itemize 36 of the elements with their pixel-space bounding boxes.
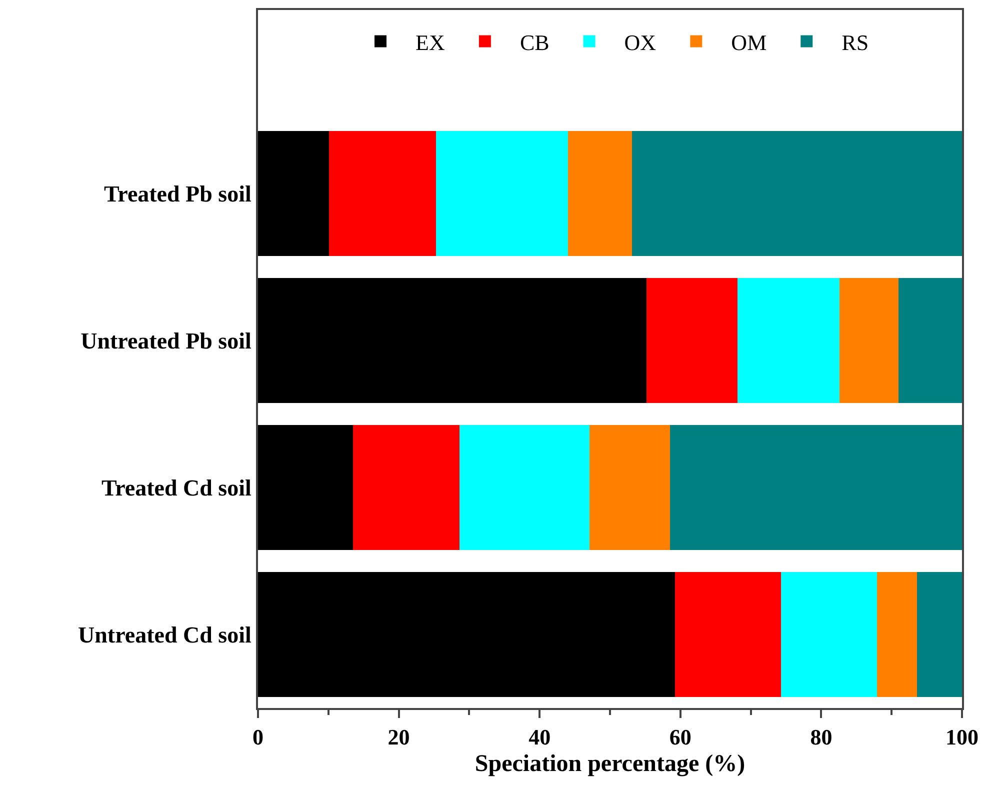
bar [781, 572, 877, 697]
legend-label: RS [842, 30, 869, 55]
x-tick-label: 80 [810, 724, 832, 750]
bar [632, 131, 962, 256]
bar [258, 278, 647, 404]
y-tick-label: Untreated Cd soil [78, 622, 252, 648]
bar [916, 572, 962, 697]
x-tick-label: 0 [252, 724, 264, 750]
bar [590, 425, 670, 550]
bar [436, 131, 568, 256]
x-tick-label: 40 [528, 724, 551, 750]
bar [568, 131, 632, 256]
y-tick-label: Untreated Pb soil [80, 328, 252, 354]
x-tick-label: 20 [388, 724, 410, 750]
bar [670, 425, 962, 550]
bar [646, 278, 738, 404]
bar [258, 425, 354, 550]
bar [459, 425, 590, 550]
bar [876, 572, 917, 697]
legend-label: OM [731, 30, 767, 55]
bar [737, 278, 840, 404]
legend-label: CB [520, 30, 550, 55]
y-tick-label: Treated Cd soil [101, 476, 252, 501]
x-tick-label: 60 [669, 724, 692, 750]
bar [840, 278, 899, 404]
y-tick-label: Treated Pb soil [104, 182, 252, 207]
bar [258, 572, 675, 697]
bar [674, 572, 782, 697]
legend-label: OX [624, 30, 656, 55]
legend-label: EX [416, 30, 445, 55]
bar [258, 131, 330, 256]
bar [353, 425, 460, 550]
x-tick-label: 100 [946, 724, 978, 750]
bar [329, 131, 436, 256]
x-axis-title: Speciation percentage (%) [474, 751, 746, 778]
bar [898, 278, 962, 404]
